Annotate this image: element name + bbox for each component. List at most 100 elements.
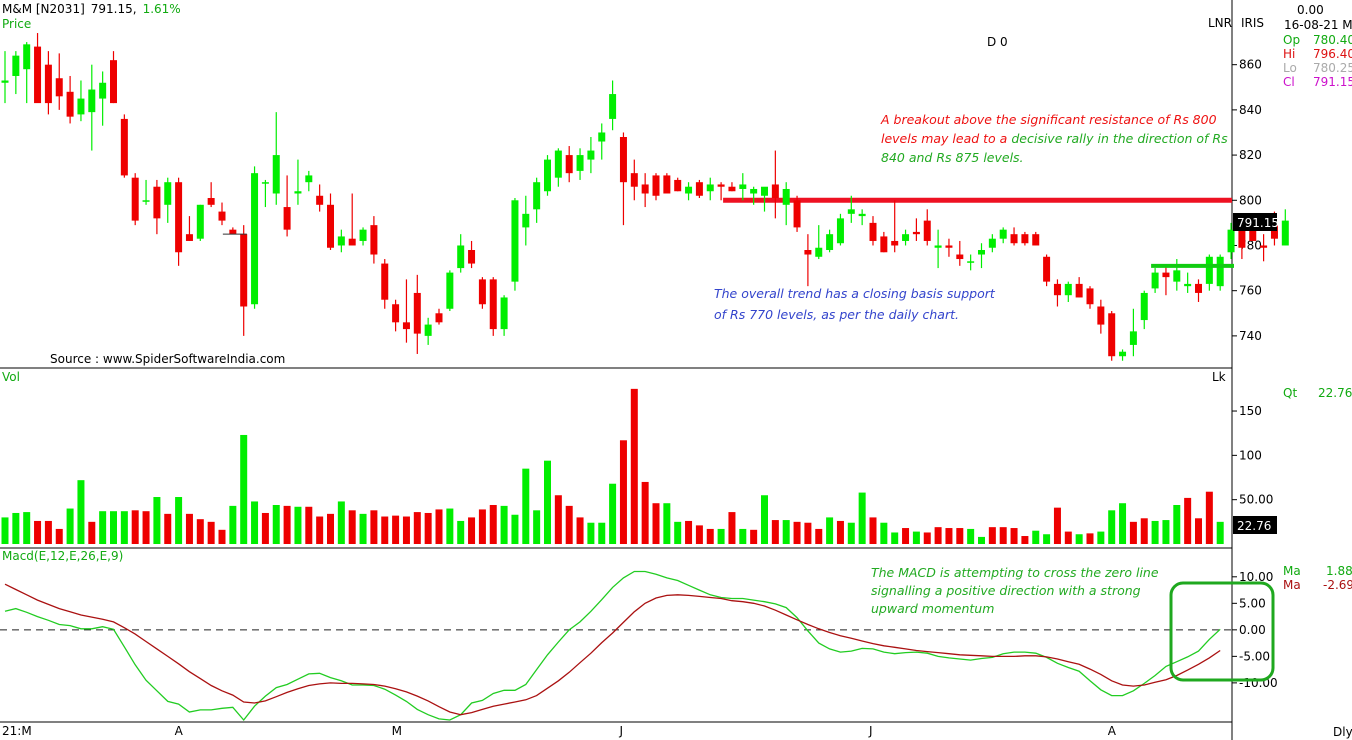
candle-body [739,184,747,189]
candle-body [1173,270,1181,282]
candle-body [782,188,790,205]
candle-body [446,272,454,309]
volume-bar [988,527,996,544]
volume-bar [826,517,834,544]
candle-body [348,238,356,246]
volume-bar [728,512,736,544]
volume-bar [1097,531,1105,544]
volume-bar [1010,528,1018,544]
candle-body [164,182,172,205]
candle-body [327,204,334,248]
volume-bar [663,503,671,544]
price-tick-label: 860 [1239,58,1262,72]
candle-body [1053,283,1061,296]
volume-bar [77,480,85,544]
candle-body [609,94,617,119]
volume-bar [435,509,443,544]
volume-bar [695,525,703,544]
candle-body [858,213,866,217]
candle-body [153,186,161,219]
macd-tick-label: 5.00 [1239,596,1266,610]
volume-bar [413,512,421,544]
volume-bar [804,522,812,544]
candle-body [793,200,801,228]
candle-body [641,184,649,194]
candle-body [240,234,248,307]
candle-body [261,182,269,184]
candle-body [251,173,259,305]
volume-bar [891,532,899,544]
volume-bar [1184,497,1192,544]
candle-body [1281,220,1289,246]
price-tick-label: 840 [1239,103,1262,117]
price-label: Price [2,17,31,31]
volume-bar [609,483,617,544]
candle-body [1097,306,1105,325]
support-note-line1: The overall trend has a closing basis su… [714,286,996,301]
volume-bar [468,517,476,544]
candle-body [142,200,150,202]
candle-body [12,55,20,76]
volume-bar [337,501,345,544]
candle-body [945,245,953,248]
volume-bar [251,501,259,544]
candle-body [381,263,389,300]
candle-body [912,231,920,235]
volume-bar [1119,503,1127,544]
candle-body [1021,234,1029,244]
close-value: 791.15 [1313,75,1352,89]
candle-body [44,64,52,104]
volume-bar [99,511,107,544]
candle-body [370,225,378,255]
volume-bar [218,529,226,544]
candle-body [294,191,302,194]
low-value: 780.25 [1313,61,1352,75]
candle-body [1075,283,1083,298]
volume-bar [1032,530,1040,544]
volume-bar [175,497,183,544]
macd-line [4,570,1221,722]
candle-body [598,132,606,142]
panel-frames [0,0,1233,740]
volume-bar [858,492,866,544]
volume-axis: 150 100 50.00 [1232,404,1273,507]
volume-bar [229,505,237,544]
candle-body [1195,283,1202,293]
qty-label: Qt [1283,386,1297,400]
candle-body [988,238,996,248]
candle-body [218,211,226,221]
volume-bar [912,531,920,544]
price-tick-label: 740 [1239,329,1262,343]
candle-body [305,175,313,183]
volume-bar [1,517,9,544]
candle-body [717,184,725,187]
volume-bar [522,468,530,544]
signal-ma-value: -2.69 [1323,578,1352,592]
candle-body [923,220,931,241]
candle-body [1270,225,1278,239]
volume-bar [88,521,96,544]
volume-bar [880,522,888,544]
volume-bar [44,520,52,544]
candle-body [1064,283,1072,296]
volume-bar [1195,518,1202,544]
signal-line [4,583,1221,716]
candle-body [77,98,85,115]
volume-bar [1216,521,1224,544]
candle-body [1249,227,1257,241]
candle-body [1086,288,1094,305]
candle-body [337,236,345,246]
month-label: M [392,724,402,738]
volume-bar [1151,520,1159,544]
signal-ma-label: Ma [1283,578,1301,592]
breakout-note-line3: 840 and Rs 875 levels. [881,150,1024,165]
volume-bar [381,516,389,544]
volume-bar [782,520,790,544]
candle-body [110,60,117,104]
candle-body [511,200,519,282]
volume-bar [1043,534,1051,544]
candle-body [1010,234,1018,244]
marker-label: D 0 [987,35,1008,49]
volume-title: Vol [2,370,20,384]
